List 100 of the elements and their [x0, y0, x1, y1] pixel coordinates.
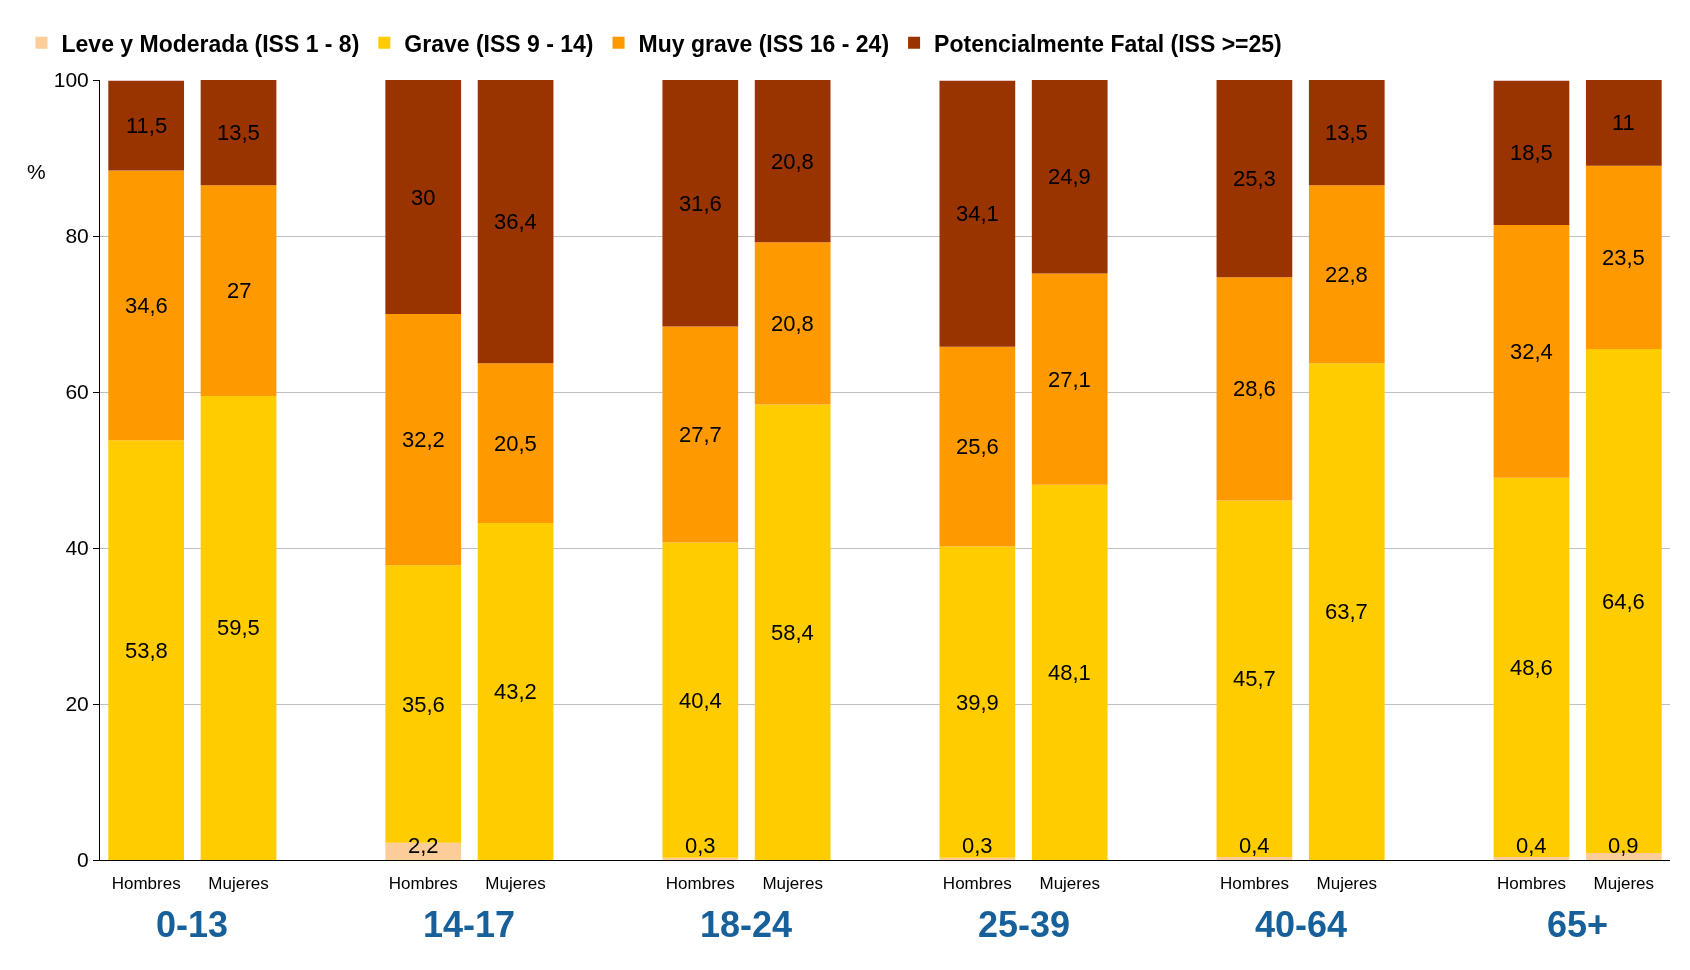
bar	[1308, 363, 1385, 860]
bar	[1585, 165, 1662, 350]
bar	[477, 523, 554, 860]
x-tick-label: Hombres	[665, 874, 735, 894]
y-tick-label: 0	[77, 848, 89, 872]
x-tick-label: Mujeres	[1316, 874, 1377, 894]
bar	[477, 80, 554, 364]
bar	[1031, 80, 1108, 274]
x-tick-label: Hombres	[1496, 874, 1566, 894]
data-label: 28,6	[1233, 376, 1276, 401]
y-tick-label: 60	[65, 380, 89, 404]
y-tick-label: 40	[65, 536, 89, 560]
bar	[754, 242, 831, 405]
y-tick-label: 100	[53, 68, 89, 92]
bar	[1031, 484, 1108, 860]
data-label: 48,6	[1510, 655, 1553, 680]
data-label: 40,4	[679, 688, 722, 713]
data-label: 20,5	[494, 431, 537, 456]
bar	[754, 80, 831, 243]
data-label: 31,6	[679, 191, 722, 216]
bar	[477, 363, 554, 524]
bar	[939, 80, 1016, 347]
data-label: 32,4	[1510, 339, 1553, 364]
text: 65+	[1547, 904, 1609, 945]
data-label: 11	[1612, 110, 1635, 135]
text: 14-17	[423, 904, 516, 945]
data-label: 0,9	[1608, 833, 1639, 858]
text: 25-39	[978, 904, 1071, 945]
data-label: 0,3	[962, 833, 993, 858]
x-tick-label: Mujeres	[208, 874, 269, 894]
bar	[1308, 185, 1385, 364]
data-label: 30	[411, 185, 436, 210]
bar	[1493, 477, 1570, 857]
data-label: 59,5	[217, 615, 260, 640]
bar	[200, 395, 277, 860]
bar	[1493, 856, 1570, 860]
bar	[385, 80, 462, 314]
data-label: 36,4	[494, 209, 537, 234]
bar	[1585, 80, 1662, 166]
bar	[108, 440, 185, 860]
data-label: 48,1	[1048, 660, 1091, 685]
x-tick-label: Mujeres	[1039, 874, 1100, 894]
bar	[1493, 80, 1570, 226]
text: 18-24	[700, 904, 793, 945]
data-label: 13,5	[217, 120, 260, 145]
bar	[108, 170, 185, 441]
x-tick-label: Hombres	[388, 874, 458, 894]
x-tick-label: Mujeres	[762, 874, 823, 894]
data-label: 27	[227, 278, 252, 303]
data-label: 13,5	[1325, 120, 1368, 145]
legend-label: Grave (ISS 9 - 14)	[404, 30, 594, 57]
y-axis-title: %	[27, 160, 46, 183]
bar	[200, 80, 277, 186]
data-label: 20,8	[771, 311, 814, 336]
data-label: 27,7	[679, 422, 722, 447]
data-label: 25,3	[1233, 166, 1276, 191]
bar	[1216, 856, 1293, 860]
y-tick-label: 20	[65, 692, 89, 716]
legend-label: Potencialmente Fatal (ISS >=25)	[934, 30, 1282, 57]
data-label: 11,5	[126, 113, 168, 138]
bar	[939, 546, 1016, 858]
bar	[754, 404, 831, 860]
bar	[1493, 225, 1570, 478]
text: 0-13	[156, 904, 229, 945]
data-label: 53,8	[125, 638, 168, 663]
data-label: 43,2	[494, 679, 537, 704]
bar	[1216, 80, 1293, 278]
data-label: 39,9	[956, 690, 999, 715]
data-label: 18,5	[1510, 140, 1553, 165]
bar	[662, 80, 739, 327]
x-tick-label: Hombres	[111, 874, 181, 894]
x-tick-label: Hombres	[1219, 874, 1289, 894]
data-label: 25,6	[956, 434, 999, 459]
bar	[108, 80, 185, 171]
data-label: 45,7	[1233, 666, 1276, 691]
data-label: 24,9	[1048, 164, 1091, 189]
bar	[662, 542, 739, 858]
data-label: 32,2	[402, 427, 445, 452]
data-label: 0,4	[1516, 833, 1547, 858]
data-label: 63,7	[1325, 599, 1368, 624]
bar	[939, 346, 1016, 547]
bar	[200, 185, 277, 396]
bar	[1216, 277, 1293, 501]
data-label: 22,8	[1325, 262, 1368, 287]
data-label: 35,6	[402, 692, 445, 717]
text: 40-64	[1255, 904, 1348, 945]
legend-label: Leve y Moderada (ISS 1 - 8)	[61, 30, 360, 57]
bar	[1031, 273, 1108, 485]
legend-label: Muy grave (ISS 16 - 24)	[638, 30, 890, 57]
data-label: 34,6	[125, 293, 168, 318]
x-tick-label: Hombres	[942, 874, 1012, 894]
data-label: 0,4	[1239, 833, 1270, 858]
data-label: 58,4	[771, 620, 814, 645]
x-tick-label: Mujeres	[1593, 874, 1655, 894]
y-tick-label: 80	[65, 224, 89, 248]
bar	[1308, 80, 1385, 186]
bar	[1216, 500, 1293, 857]
data-label: 23,5	[1602, 245, 1645, 270]
data-label: 64,6	[1602, 589, 1645, 614]
bar	[662, 326, 739, 543]
